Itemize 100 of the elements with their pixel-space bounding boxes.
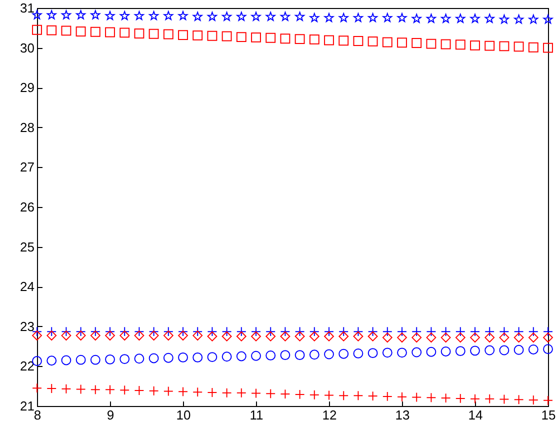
y-tick-label: 28 <box>20 120 34 135</box>
point <box>295 12 305 21</box>
point <box>120 354 130 364</box>
point <box>61 26 72 36</box>
point <box>294 34 305 44</box>
point <box>426 326 436 337</box>
point <box>266 32 276 43</box>
point <box>528 332 538 343</box>
point <box>61 355 72 366</box>
point <box>46 330 57 341</box>
point <box>280 326 290 337</box>
point <box>470 332 480 343</box>
point <box>397 38 407 48</box>
point <box>353 36 364 46</box>
point <box>456 14 466 23</box>
point <box>61 10 71 20</box>
point <box>324 349 334 360</box>
point <box>484 332 495 343</box>
point <box>426 346 436 357</box>
point <box>163 352 174 363</box>
point <box>543 332 553 343</box>
point <box>499 332 510 343</box>
point <box>163 330 174 341</box>
point <box>222 331 232 342</box>
point <box>309 34 320 44</box>
point <box>368 331 378 342</box>
point <box>514 14 524 24</box>
point <box>222 12 232 21</box>
point <box>149 10 159 20</box>
point <box>324 35 334 46</box>
point <box>353 12 363 22</box>
point <box>207 352 218 362</box>
point <box>543 14 553 24</box>
point <box>514 332 524 343</box>
point <box>134 354 144 364</box>
point <box>251 350 261 361</box>
point <box>484 14 494 23</box>
point <box>90 354 100 365</box>
point <box>236 331 246 342</box>
point <box>134 330 144 341</box>
point <box>294 326 305 337</box>
point <box>412 347 422 358</box>
point <box>266 12 276 21</box>
y-tick-label: 22 <box>20 358 34 374</box>
point <box>338 36 349 46</box>
point <box>440 346 451 356</box>
point <box>382 348 392 358</box>
point <box>192 12 202 21</box>
point <box>309 331 320 342</box>
y-tick-label: 26 <box>20 200 34 214</box>
point <box>338 348 349 359</box>
x-tick-label: 8 <box>34 408 42 422</box>
point <box>134 10 144 20</box>
y-tick-label: 30 <box>20 40 34 56</box>
y-tick-label: 27 <box>20 160 34 175</box>
point <box>353 331 364 342</box>
point <box>236 32 246 42</box>
point <box>294 350 305 360</box>
point <box>338 12 348 22</box>
point <box>338 326 349 337</box>
point <box>120 10 130 20</box>
point <box>266 326 276 337</box>
point <box>90 330 100 341</box>
point <box>455 346 466 356</box>
point <box>397 332 407 343</box>
point <box>353 326 364 337</box>
point <box>397 348 407 358</box>
point <box>426 332 436 343</box>
point <box>120 28 130 38</box>
point <box>470 40 480 50</box>
point <box>528 42 538 52</box>
point <box>148 28 159 39</box>
point <box>266 350 276 360</box>
point <box>484 345 495 356</box>
x-tick-label: 13 <box>395 408 410 422</box>
x-tick-label: 9 <box>106 408 114 422</box>
point <box>412 14 422 23</box>
point <box>368 348 378 358</box>
point <box>32 356 42 366</box>
point <box>178 330 188 341</box>
x-tick-label: 15 <box>541 408 556 422</box>
point <box>192 352 203 362</box>
point <box>440 39 451 50</box>
point <box>222 326 232 337</box>
point <box>178 10 188 20</box>
point <box>368 326 378 337</box>
point <box>178 30 188 40</box>
point <box>46 10 56 20</box>
point <box>236 351 246 362</box>
y-tick-label: 21 <box>20 398 34 414</box>
point <box>280 331 290 342</box>
y-tick-label: 24 <box>20 279 34 294</box>
point <box>236 326 246 337</box>
point <box>412 332 422 343</box>
point <box>514 42 524 52</box>
point <box>120 330 130 341</box>
point <box>441 14 451 23</box>
point <box>528 14 538 24</box>
point <box>251 12 261 21</box>
point <box>76 10 86 20</box>
